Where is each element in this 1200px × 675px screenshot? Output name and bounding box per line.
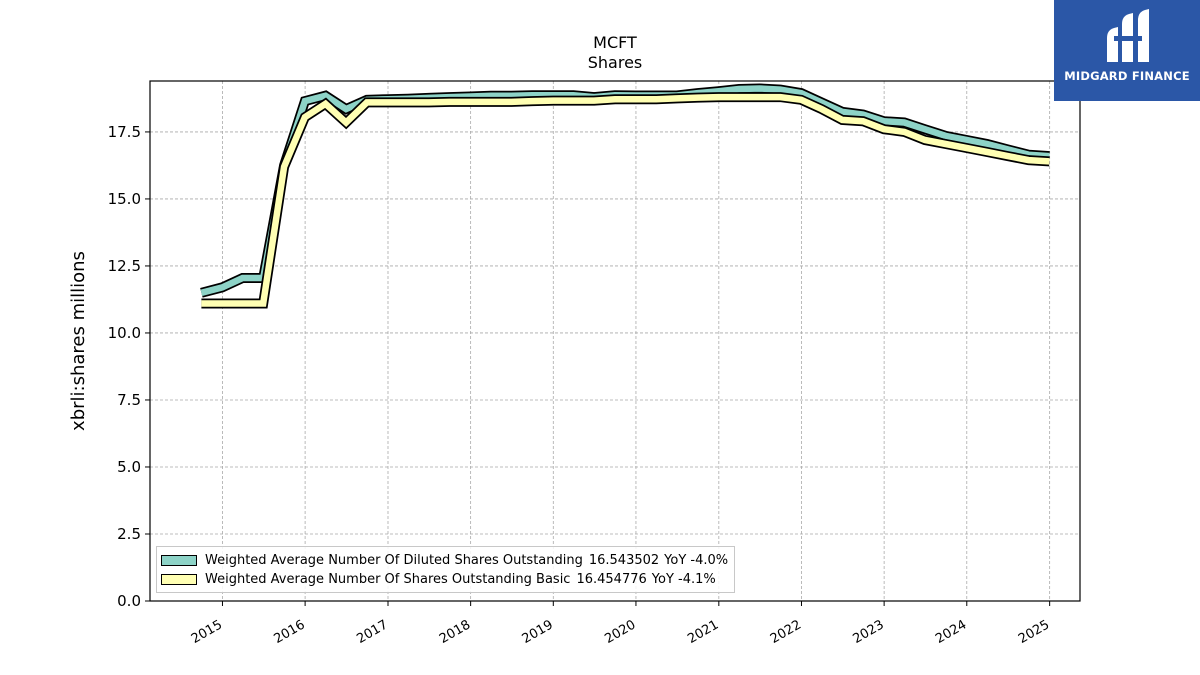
legend-entry-basic: Weighted Average Number Of Shares Outsta… [161, 570, 728, 589]
x-tick-label: 2022 [768, 617, 804, 647]
chart-title: MCFT [593, 33, 637, 52]
x-tick-label: 2021 [685, 617, 721, 647]
y-tick-label: 12.5 [108, 257, 141, 275]
y-axis-label: xbrli:shares millions [68, 251, 89, 431]
chart-subtitle: Shares [587, 53, 643, 72]
x-axis: 2015 2016 2017 2018 2019 2020 2021 2022 2023 2024… [189, 601, 1052, 647]
legend-value-basic: 16.454776 [576, 572, 647, 587]
legend-entry-diluted: Weighted Average Number Of Diluted Share… [161, 551, 728, 570]
x-tick-label: 2020 [602, 617, 638, 647]
brand-logo: MIDGARD FINANCE [1054, 0, 1200, 101]
y-tick-label: 7.5 [117, 391, 141, 409]
y-axis: 0.0 2.5 5.0 7.5 10.0 12.5 15.0 17.5 [108, 123, 150, 610]
y-tick-label: 5.0 [117, 458, 141, 476]
legend-label-basic: Weighted Average Number Of Shares Outsta… [205, 572, 571, 587]
series-line-basic [201, 93, 1050, 307]
logo-mark-icon [1107, 9, 1149, 62]
x-tick-label: 2024 [933, 617, 969, 647]
y-tick-label: 0.0 [117, 592, 141, 610]
x-tick-label: 2016 [271, 617, 307, 647]
x-tick-label: 2019 [520, 617, 556, 647]
legend-label-diluted: Weighted Average Number Of Diluted Share… [205, 553, 583, 568]
x-tick-label: 2025 [1016, 617, 1052, 647]
legend-yoy-diluted: YoY -4.0% [664, 553, 729, 568]
y-tick-label: 17.5 [108, 123, 141, 141]
legend-value-diluted: 16.543502 [588, 553, 660, 568]
legend-swatch-diluted [161, 555, 197, 566]
x-tick-label: 2017 [354, 617, 390, 647]
logo-text: MIDGARD FINANCE [1064, 69, 1190, 83]
y-tick-label: 15.0 [108, 190, 141, 208]
series-line-diluted [200, 85, 1050, 296]
series-outline-diluted [200, 83, 1050, 298]
x-tick-label: 2023 [851, 617, 887, 647]
plot-area-border [149, 80, 1081, 602]
grid-lines [150, 81, 1080, 602]
x-tick-label: 2015 [189, 617, 225, 647]
legend-yoy-basic: YoY -4.1% [651, 572, 716, 587]
legend-swatch-basic [161, 574, 197, 585]
y-tick-label: 10.0 [108, 324, 141, 342]
chart-legend: Weighted Average Number Of Diluted Share… [156, 546, 736, 593]
y-tick-label: 2.5 [117, 525, 141, 543]
x-tick-label: 2018 [437, 617, 473, 647]
chart-series [200, 83, 1050, 309]
